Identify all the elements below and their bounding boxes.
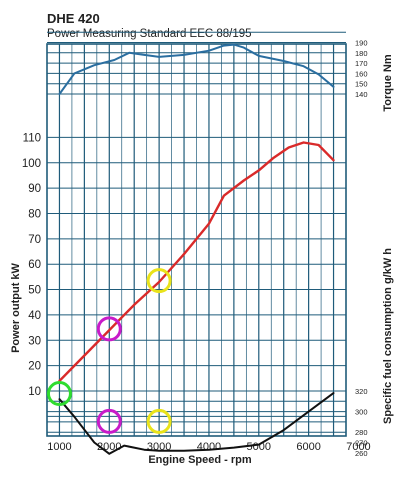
y-tick-label-sfc: 270	[355, 439, 368, 448]
highlight-circle	[96, 408, 122, 434]
highlight-circle	[46, 381, 72, 407]
highlight-circle	[146, 408, 172, 434]
right-axis-label-sfc: Specific fuel consumption g/kW h	[382, 248, 394, 424]
y-tick-label-torque: 150	[355, 80, 368, 89]
right-axis-label-torque: Torque Nm	[382, 54, 394, 111]
grid	[46, 31, 347, 437]
x-tick-label: 1000	[47, 441, 71, 453]
y-tick-label-sfc: 300	[355, 408, 368, 417]
chart-title-model: DHE 420	[47, 11, 100, 26]
y-tick-label-power: 80	[28, 208, 41, 220]
y-tick-label-power: 30	[28, 335, 41, 347]
x-axis-label: Engine Speed - rpm	[148, 454, 252, 466]
y-tick-label-power: 90	[28, 183, 41, 195]
y-tick-label-sfc: 260	[355, 449, 368, 458]
series-lines	[58, 43, 335, 455]
y-tick-label-power: 70	[28, 234, 41, 246]
y-tick-label-sfc: 320	[355, 387, 368, 396]
x-tick-label: 4000	[197, 441, 221, 453]
y-tick-label-torque: 170	[355, 59, 368, 68]
y-tick-label-torque: 140	[355, 90, 368, 99]
y-tick-label-torque: 180	[355, 49, 368, 58]
y-tick-label-power: 100	[22, 158, 41, 170]
y-tick-label-power: 20	[28, 361, 41, 373]
highlight-circle	[146, 268, 172, 294]
x-tick-label: 5000	[247, 441, 271, 453]
y-tick-label-torque: 160	[355, 69, 368, 78]
y-tick-label-sfc: 280	[355, 428, 368, 437]
y-tick-label-power: 40	[28, 310, 41, 322]
y-tick-label-power: 50	[28, 285, 41, 297]
sfc-curve	[58, 392, 335, 455]
x-tick-label: 6000	[296, 441, 320, 453]
highlight-circle	[96, 316, 122, 342]
y-tick-label-power: 110	[23, 132, 41, 144]
y-tick-label-power: 60	[28, 259, 41, 271]
left-axis-label: Power output kW	[10, 262, 22, 352]
torque-curve	[58, 43, 335, 95]
power-curve	[58, 141, 335, 383]
chart-subtitle: Power Measuring Standard EEC 88/195	[47, 28, 252, 40]
highlight-circles	[46, 268, 172, 434]
y-tick-label-power: 10	[28, 386, 41, 398]
y-tick-label-torque: 190	[355, 39, 368, 48]
x-tick-label: 7000	[346, 441, 370, 453]
